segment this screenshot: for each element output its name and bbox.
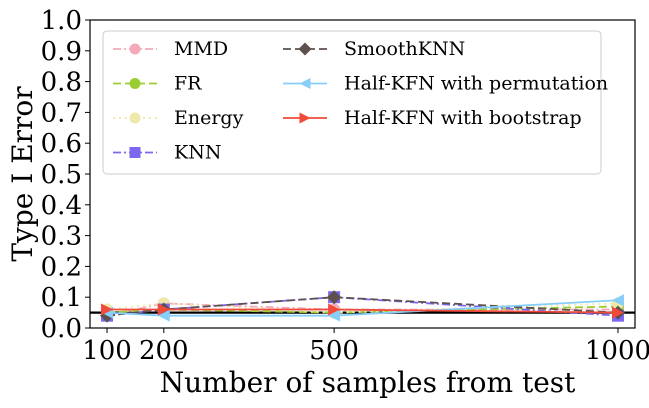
data-point (101, 303, 114, 316)
series-line (106, 302, 618, 317)
legend-swatch-marker (129, 112, 141, 124)
legend-label: Half-KFN with bootstrap (344, 107, 582, 129)
legend-label: MMD (174, 38, 228, 60)
series-line (106, 305, 618, 314)
y-tick-label: 0.9 (41, 37, 82, 67)
legend-swatch-marker (299, 78, 311, 89)
y-tick-label: 0.7 (41, 98, 82, 128)
legend-swatch-marker (129, 147, 141, 158)
data-point (328, 309, 341, 322)
y-tick-label: 0.0 (41, 314, 82, 344)
y-axis-title: Type I Error (6, 86, 39, 262)
legend-label: KNN (174, 142, 221, 164)
legend-label: SmoothKNN (344, 38, 465, 60)
data-point (157, 309, 170, 322)
legend-item: Half-KFN with permutation (283, 73, 608, 95)
legend-item: FR (113, 73, 202, 95)
legend-label: Half-KFN with permutation (344, 73, 608, 95)
legend-item: Half-KFN with bootstrap (283, 107, 582, 129)
x-tick-label: 500 (309, 336, 359, 366)
series-line (106, 299, 619, 317)
plot-frame (89, 19, 636, 329)
y-tick-label: 0.5 (41, 160, 82, 190)
series-half-kfn-with-bootstrap (101, 303, 624, 319)
legend-item: SmoothKNN (283, 38, 465, 60)
y-tick-label: 0.6 (41, 129, 82, 159)
legend-item: MMD (113, 38, 228, 60)
legend: MMD FR Energy KNN SmoothKNN Half-KFN with per… (102, 30, 608, 175)
y-tick-label: 1.0 (41, 6, 82, 36)
x-tick-label: 200 (139, 336, 189, 366)
legend-swatch-marker (129, 78, 141, 89)
y-tick-label: 0.2 (41, 252, 82, 282)
legend-item: KNN (113, 142, 221, 164)
data-point (327, 290, 342, 305)
legend-swatch-marker (299, 112, 311, 124)
series-line (107, 308, 618, 314)
x-axis-title: Number of samples from test (160, 366, 577, 399)
data-point (611, 294, 624, 307)
tick-layer: 0.00.10.20.30.40.50.60.70.80.91.0 100 200 5… (41, 6, 649, 366)
x-tick-label: 100 (82, 336, 132, 366)
x-tick-label: 1000 (585, 336, 649, 366)
data-point (611, 306, 624, 319)
legend-item: Energy (113, 107, 244, 129)
data-point (157, 303, 170, 316)
series-layer (100, 290, 625, 323)
series-line (106, 296, 619, 317)
data-point (328, 303, 341, 316)
y-tick-label: 0.4 (41, 191, 82, 221)
legend-label: Energy (174, 107, 244, 129)
y-tick-label: 0.8 (41, 68, 82, 98)
legend-label: FR (174, 73, 202, 95)
legend-box (102, 30, 602, 175)
legend-swatch-marker (129, 43, 141, 55)
y-tick-label: 0.1 (41, 283, 82, 313)
legend-swatch-marker (298, 42, 312, 56)
y-tick-label: 0.3 (41, 222, 82, 252)
